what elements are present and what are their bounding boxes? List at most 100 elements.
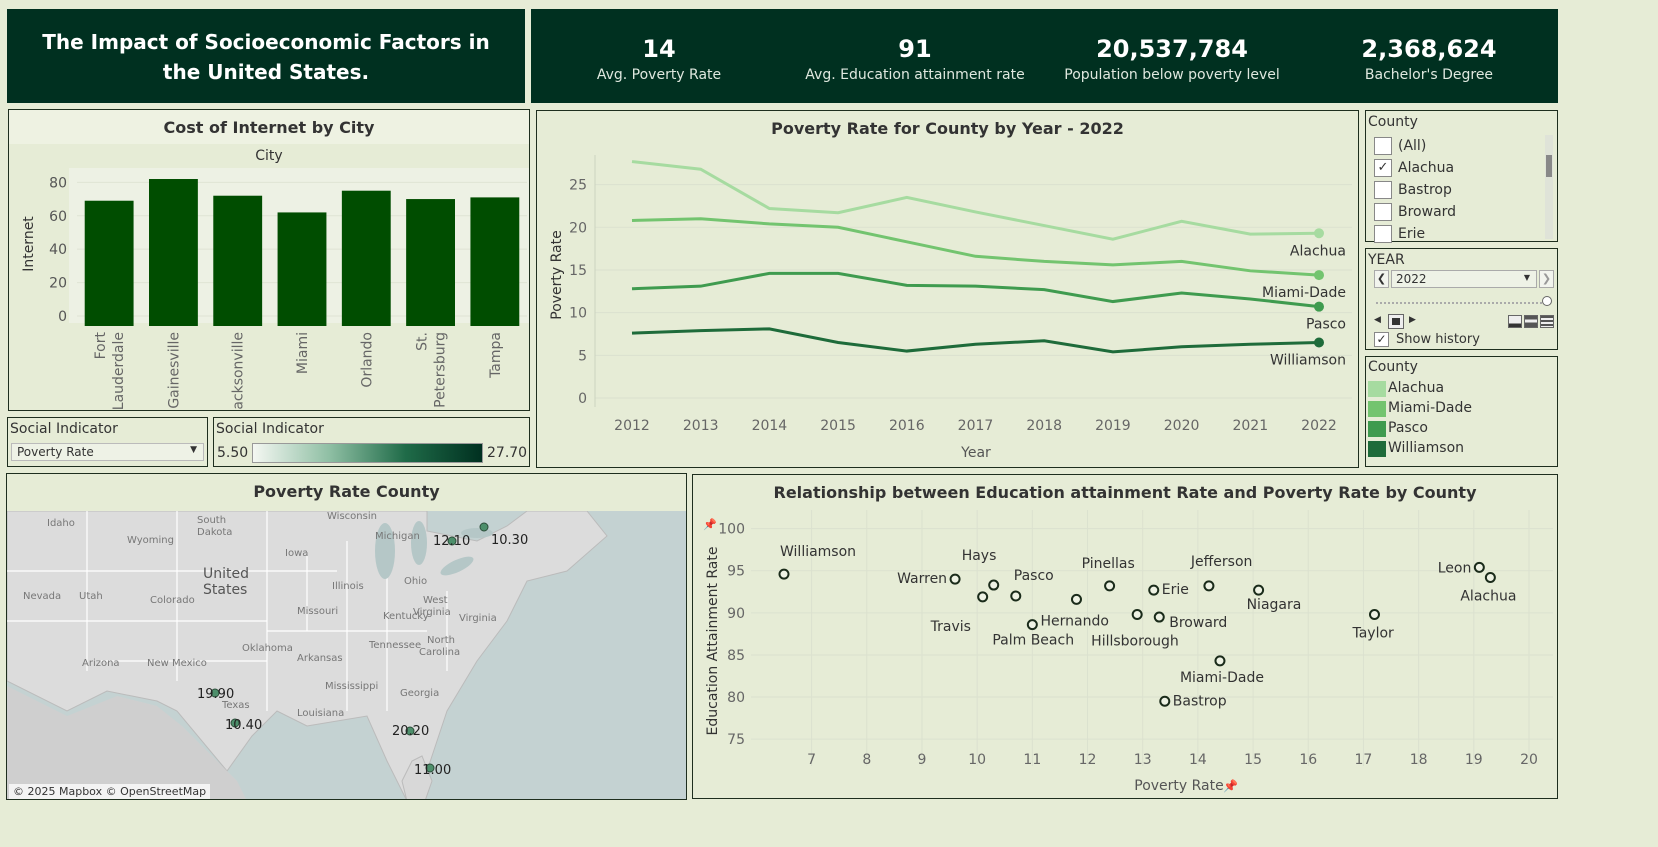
scatter-point-label: Niagara (1247, 597, 1302, 613)
year-slider-handle[interactable] (1542, 296, 1552, 306)
county-option-label[interactable]: Alachua (1398, 160, 1455, 176)
map-marker-label: 10.30 (491, 533, 528, 548)
scatter-point-label: Jefferson (1190, 554, 1253, 570)
scatter-point-label: Erie (1162, 582, 1189, 598)
scatter-x-tick-label: 11 (1023, 752, 1041, 768)
county-checkbox[interactable] (1374, 137, 1392, 155)
series-end-marker (1314, 228, 1324, 239)
line-x-tick-label: 2018 (1026, 418, 1062, 434)
year-filter-title: YEAR (1368, 252, 1405, 268)
scatter-point (1131, 609, 1143, 621)
stop-icon[interactable] (1388, 314, 1404, 329)
bar (277, 212, 327, 326)
county-checkbox[interactable]: ✓ (1374, 159, 1392, 177)
map-view[interactable]: Idaho South Dakota Wisconsin Michigan Wyoming… (7, 511, 686, 799)
kpi-value: 2,368,624 (1361, 35, 1497, 63)
county-option-label[interactable]: (All) (1398, 138, 1427, 154)
play-forward-icon[interactable]: ▶ (1409, 315, 1416, 325)
legend-gradient (252, 443, 483, 463)
legend-max: 27.70 (487, 445, 528, 461)
chevron-down-icon: ▼ (190, 445, 197, 455)
county-option-label[interactable]: Erie (1398, 226, 1426, 242)
line-x-tick-label: 2020 (1164, 418, 1200, 434)
lake-erie (440, 556, 474, 576)
scatter-y-tick-label: 90 (727, 606, 745, 622)
florida-landmass (401, 755, 433, 799)
scatter-panel: Relationship between Education attainmen… (692, 474, 1558, 799)
line-chart-title: Poverty Rate for County by Year - 2022 (771, 119, 1124, 138)
scatter-point-label: Warren (897, 571, 947, 587)
show-history-checkbox[interactable]: ✓ (1374, 332, 1389, 347)
scatter-point (1153, 611, 1165, 623)
scatter-x-tick-label: 9 (918, 752, 927, 768)
social-indicator-label: Social Indicator (10, 421, 118, 437)
map-region-label: Colorado (150, 595, 195, 606)
bar-category-label: Jacksonville (231, 332, 247, 410)
county-checkbox[interactable] (1374, 181, 1392, 199)
county-checkbox[interactable] (1374, 203, 1392, 221)
line-x-tick-label: 2021 (1232, 418, 1268, 434)
map-marker (230, 718, 240, 728)
map-region-label: Oklahoma (242, 643, 293, 654)
map-marker-label: 11.00 (414, 763, 451, 778)
scatter-x-tick-label: 7 (807, 752, 816, 768)
county-option-label[interactable]: Broward (1398, 204, 1457, 220)
bar-y-tick-label: 0 (58, 309, 67, 325)
poverty-line-chart: 0 5 10 15 20 25 2012 2013 2014 2015 2016 2017 2018 20… (549, 155, 1352, 461)
lake-michigan (375, 523, 395, 579)
map-title: Poverty Rate County (253, 482, 440, 501)
line-x-tick-label: 2022 (1301, 418, 1337, 434)
scatter-y-tick-label: 95 (727, 564, 745, 580)
line-x-tick-label: 2015 (820, 418, 856, 434)
scatter-chart-title: Relationship between Education attainmen… (773, 483, 1477, 502)
bar-y-tick-label: 40 (49, 242, 67, 258)
map-attribution: © 2025 Mapbox © OpenStreetMap (9, 784, 211, 799)
map-region-label: Nevada (23, 591, 61, 602)
county-checkbox[interactable] (1374, 225, 1392, 243)
play-back-icon[interactable]: ◀ (1374, 315, 1381, 325)
speed-fast-icon[interactable] (1540, 315, 1554, 328)
map-marker (425, 763, 435, 773)
bar-y-tick-label: 60 (49, 209, 67, 225)
kpi-label: Avg. Poverty Rate (596, 67, 722, 83)
map-region-label: Dakota (197, 527, 232, 538)
internet-chart-title: Cost of Internet by City (163, 118, 375, 137)
speed-medium-icon[interactable] (1524, 315, 1538, 328)
social-indicator-dropdown[interactable]: Poverty Rate ▼ (11, 443, 204, 461)
map-region-label: Mississippi (325, 681, 378, 692)
line-y-tick-label: 20 (569, 220, 587, 236)
kpi-value: 14 (642, 35, 676, 63)
year-slider-track[interactable] (1376, 302, 1546, 304)
bar-y-tick-label: 80 (49, 175, 67, 191)
scatter-point (1253, 584, 1265, 596)
legend-label-williamson: Williamson (1388, 440, 1465, 456)
lake-huron (411, 521, 427, 565)
scatter-point-label: Hillsborough (1091, 634, 1179, 650)
poverty-map-panel: Poverty Rate County Idaho South Dakota Wisc… (6, 473, 687, 800)
year-dropdown[interactable]: 2022 ▼ (1391, 270, 1537, 288)
map-region-label: West (423, 595, 448, 606)
year-next-button[interactable]: ❯ (1539, 270, 1554, 288)
scrollbar-thumb[interactable] (1546, 155, 1552, 177)
scatter-x-tick-label: 8 (862, 752, 871, 768)
bar (406, 199, 455, 326)
bar (149, 179, 198, 326)
scatter-point-label: Palm Beach (992, 633, 1074, 649)
year-prev-button[interactable]: ❮ (1374, 270, 1389, 288)
county-scrollbar[interactable] (1545, 135, 1553, 239)
series-line-williamson (631, 327, 1320, 354)
map-region-label: Arizona (82, 658, 120, 669)
kpi-label: Bachelor's Degree (1364, 67, 1494, 83)
map-marker (447, 536, 457, 546)
scatter-x-tick-label: 20 (1520, 752, 1538, 768)
scatter-point-label: Williamson (780, 544, 856, 560)
bar-category-label: St. Petersburg (415, 332, 449, 408)
scatter-point (1203, 580, 1215, 592)
show-history-label: Show history (1396, 332, 1480, 347)
map-region-label: Carolina (419, 647, 460, 658)
map-marker-label: 12.10 (433, 534, 470, 549)
speed-slow-icon[interactable] (1508, 315, 1522, 328)
series-end-marker (1314, 337, 1324, 348)
bar (213, 195, 263, 326)
county-option-label[interactable]: Bastrop (1398, 182, 1452, 198)
